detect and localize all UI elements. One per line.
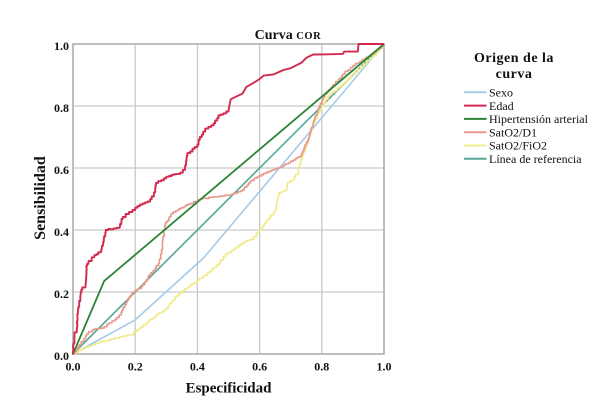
svg-text:0.4: 0.4 xyxy=(54,225,69,239)
svg-text:Hipertensión arterial: Hipertensión arterial xyxy=(489,112,589,126)
svg-text:0.0: 0.0 xyxy=(54,349,69,363)
svg-text:SatO2/FiO2: SatO2/FiO2 xyxy=(489,139,547,153)
svg-text:0.6: 0.6 xyxy=(252,360,267,374)
svg-text:1.0: 1.0 xyxy=(54,39,69,53)
svg-text:0.8: 0.8 xyxy=(54,101,69,115)
svg-text:Especificidad: Especificidad xyxy=(186,381,272,397)
svg-text:1.0: 1.0 xyxy=(377,360,392,374)
svg-text:0.2: 0.2 xyxy=(54,287,69,301)
svg-text:0.6: 0.6 xyxy=(54,163,69,177)
svg-text:Curva COR: Curva COR xyxy=(255,28,322,43)
svg-text:curva: curva xyxy=(496,67,533,82)
svg-text:0.8: 0.8 xyxy=(314,360,329,374)
svg-text:0.2: 0.2 xyxy=(128,360,143,374)
svg-text:Edad: Edad xyxy=(489,99,514,113)
svg-text:Línea de referencia: Línea de referencia xyxy=(489,152,582,166)
svg-text:0.4: 0.4 xyxy=(190,360,205,374)
svg-text:Sensibilidad: Sensibilidad xyxy=(32,156,49,240)
svg-text:SatO2/D1: SatO2/D1 xyxy=(489,125,537,139)
svg-text:Sexo: Sexo xyxy=(489,86,513,100)
svg-text:0.0: 0.0 xyxy=(66,360,81,374)
svg-text:Origen de la: Origen de la xyxy=(474,51,554,66)
